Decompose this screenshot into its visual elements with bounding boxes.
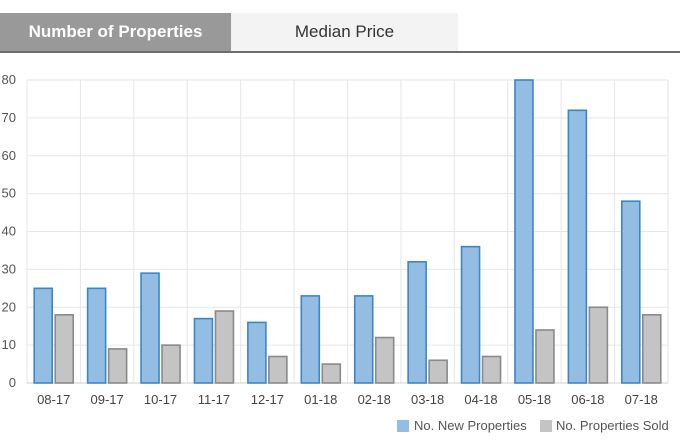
bar-new-properties[interactable] (460, 245, 481, 384)
bar-properties-sold[interactable] (161, 344, 181, 384)
y-tick-label: 20 (2, 299, 16, 314)
y-tick-label: 80 (2, 72, 16, 87)
bar-properties-sold[interactable] (588, 306, 609, 384)
legend-swatch-new-properties (397, 420, 409, 432)
tab-number-of-properties[interactable]: Number of Properties (0, 13, 231, 51)
chart-grid (26, 79, 669, 384)
bar-properties-sold[interactable] (481, 355, 502, 384)
x-tick-label: 02-18 (358, 392, 391, 407)
y-tick-label: 0 (9, 375, 16, 390)
y-tick-label: 70 (2, 110, 16, 125)
y-axis: 0 10 20 30 40 50 60 70 80 (2, 72, 16, 390)
bar-new-properties[interactable] (300, 295, 321, 384)
x-tick-label: 08-17 (37, 392, 70, 407)
x-tick-label: 09-17 (91, 392, 124, 407)
bar-new-properties[interactable] (33, 287, 54, 384)
y-tick-label: 60 (2, 148, 16, 163)
legend-label-new-properties: No. New Properties (414, 418, 527, 433)
bar-new-properties[interactable] (86, 287, 107, 384)
bar-new-properties[interactable] (514, 79, 534, 384)
legend-swatch-properties-sold (540, 420, 552, 432)
x-tick-label: 01-18 (304, 392, 337, 407)
x-tick-label: 05-18 (518, 392, 551, 407)
x-tick-label: 03-18 (411, 392, 444, 407)
legend-label-properties-sold: No. Properties Sold (556, 418, 669, 433)
bar-properties-sold[interactable] (107, 348, 128, 384)
tab-median-price[interactable]: Median Price (231, 13, 458, 51)
bar-properties-sold[interactable] (428, 359, 448, 384)
y-tick-label: 40 (2, 224, 16, 239)
chart-bars (33, 79, 662, 384)
x-tick-label: 10-17 (144, 392, 177, 407)
x-tick-label: 07-18 (625, 392, 658, 407)
bar-new-properties[interactable] (193, 317, 214, 384)
x-tick-label: 04-18 (464, 392, 497, 407)
y-tick-label: 10 (2, 337, 16, 352)
bar-new-properties[interactable] (140, 272, 160, 384)
bar-properties-sold[interactable] (54, 314, 75, 384)
bar-new-properties[interactable] (407, 260, 427, 384)
y-tick-label: 30 (2, 261, 16, 276)
chart-legend: No. New Properties No. Properties Sold (397, 418, 669, 433)
bar-new-properties[interactable] (247, 321, 267, 384)
bar-properties-sold[interactable] (321, 363, 342, 384)
x-tick-label: 06-18 (571, 392, 604, 407)
bar-properties-sold[interactable] (214, 310, 235, 384)
bar-properties-sold[interactable] (374, 336, 395, 384)
tab-bar: Number of Properties Median Price (0, 13, 680, 53)
x-tick-label: 11-17 (198, 392, 230, 407)
bar-properties-sold[interactable] (535, 329, 555, 384)
bar-properties-sold[interactable] (268, 355, 288, 384)
bar-new-properties[interactable] (353, 295, 374, 384)
x-tick-label: 12-17 (251, 392, 284, 407)
bar-properties-sold[interactable] (641, 314, 662, 384)
y-tick-label: 50 (2, 186, 16, 201)
x-axis: 08-17 09-17 10-17 11-17 12-17 01-18 02-18 03-18… (37, 392, 658, 407)
bar-new-properties[interactable] (567, 109, 588, 384)
bar-new-properties[interactable] (620, 200, 641, 384)
